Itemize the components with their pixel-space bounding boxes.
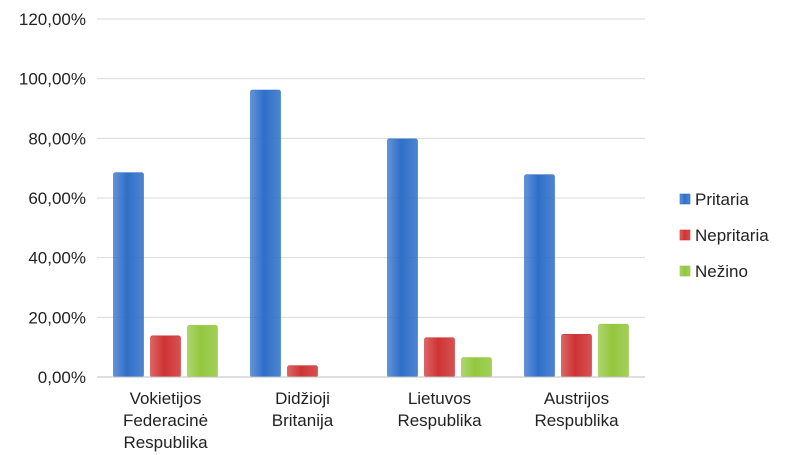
y-tick-label: 40,00%: [28, 249, 86, 268]
legend-swatch: [679, 193, 691, 205]
gridlines: [97, 18, 645, 318]
legend-label: Pritaria: [695, 190, 749, 209]
y-axis-ticks: 0,00% 20,00% 40,00% 60,00% 80,00% 100,00% 120,…: [19, 10, 86, 387]
y-tick-label: 120,00%: [19, 10, 86, 29]
bar-nepritaria-0: [150, 335, 181, 378]
legend: Pritaria Nepritaria Nežino: [679, 190, 769, 281]
y-tick-label: 20,00%: [28, 308, 86, 327]
bar-pritaria-3: [524, 174, 555, 378]
legend-label: Nepritaria: [695, 226, 769, 245]
category-labels: Vokietijos Federacinė Respublika Didžioji Br…: [123, 389, 619, 452]
bar-ne-ino-2: [461, 357, 492, 378]
bar-pritaria-1: [250, 89, 281, 378]
bars: [113, 89, 629, 378]
bar-ne-ino-3: [598, 323, 629, 378]
category-label: Vokietijos Federacinė Respublika: [123, 389, 208, 452]
category-label: Austrijos Respublika: [534, 389, 619, 430]
bar-pritaria-2: [387, 138, 418, 378]
bar-nepritaria-2: [424, 337, 455, 378]
category-label: Didžioji Britanija: [272, 389, 334, 430]
category-label: Lietuvos Respublika: [397, 389, 482, 430]
legend-swatch: [679, 265, 691, 277]
bar-pritaria-0: [113, 172, 144, 378]
legend-label: Nežino: [695, 262, 748, 281]
bar-nepritaria-3: [561, 334, 592, 378]
bar-nepritaria-1: [287, 365, 318, 378]
y-tick-label: 60,00%: [28, 189, 86, 208]
y-tick-label: 0,00%: [38, 368, 86, 387]
legend-swatch: [679, 229, 691, 241]
bar-ne-ino-0: [187, 325, 218, 378]
y-tick-label: 80,00%: [28, 129, 86, 148]
y-tick-label: 100,00%: [19, 70, 86, 89]
